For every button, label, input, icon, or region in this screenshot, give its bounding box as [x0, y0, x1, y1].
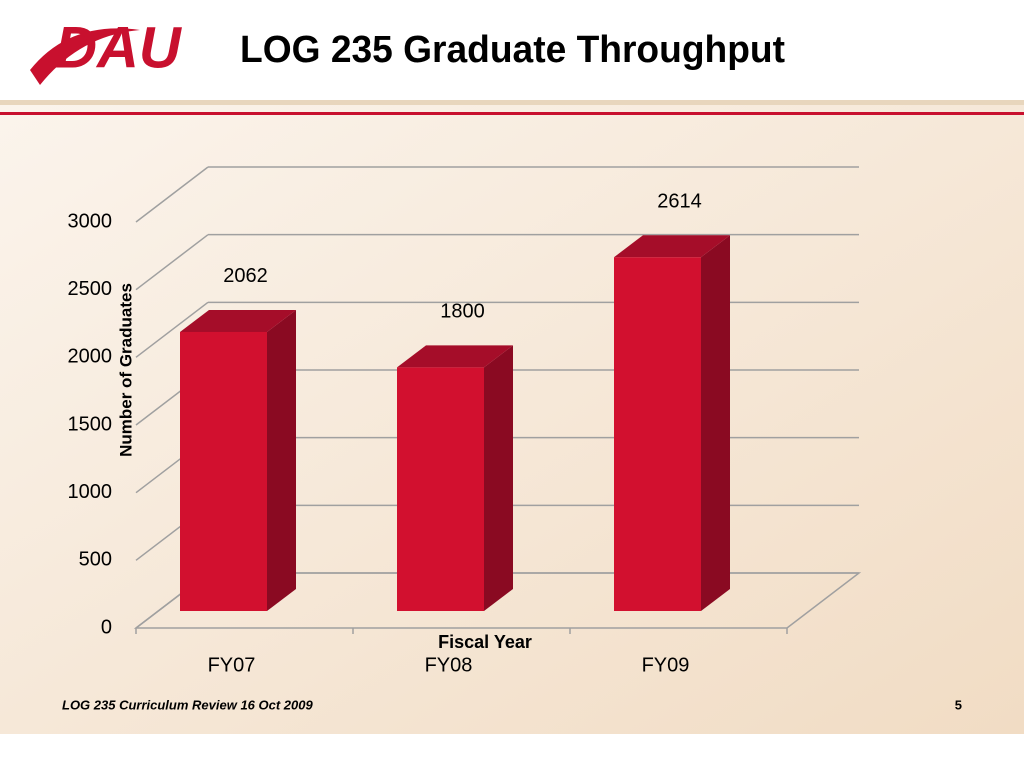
footer-text: LOG 235 Curriculum Review 16 Oct 2009 [62, 697, 313, 712]
y-tick-label: 1000 [68, 481, 113, 503]
data-label: 2062 [223, 265, 268, 287]
bar-top [180, 309, 296, 332]
x-axis-label: Fiscal Year [438, 632, 532, 652]
bar-top [397, 345, 513, 368]
bar-top [614, 235, 730, 258]
grid-line-side [135, 301, 209, 358]
bar-side [701, 235, 730, 612]
y-tick-label: 500 [79, 549, 112, 571]
header-rule-red [0, 112, 1024, 115]
grid-line-side [135, 234, 209, 291]
logo-swoosh [30, 28, 140, 85]
bar [180, 331, 267, 611]
bar [614, 257, 701, 611]
slide-title: LOG 235 Graduate Throughput [240, 29, 785, 71]
y-tick-label: 2500 [68, 278, 113, 300]
y-tick-label: 3000 [68, 210, 113, 232]
bar-side [484, 345, 513, 611]
y-axis-label: Number of Graduates [116, 283, 135, 457]
y-tick-label: 1500 [68, 413, 113, 435]
y-tick-label: 0 [101, 616, 112, 638]
page-number: 5 [955, 697, 962, 712]
x-tick-label: FY08 [425, 654, 473, 676]
header-rule [0, 100, 1024, 105]
x-tick-label: FY09 [642, 654, 690, 676]
y-tick-label: 2000 [68, 346, 113, 368]
grid-line-side [135, 166, 209, 223]
bar [397, 367, 484, 611]
x-tick-label: FY07 [208, 654, 256, 676]
bar-side [267, 309, 296, 611]
data-label: 1800 [440, 301, 485, 323]
data-label: 2614 [657, 191, 702, 213]
logo: DAU [55, 15, 183, 80]
